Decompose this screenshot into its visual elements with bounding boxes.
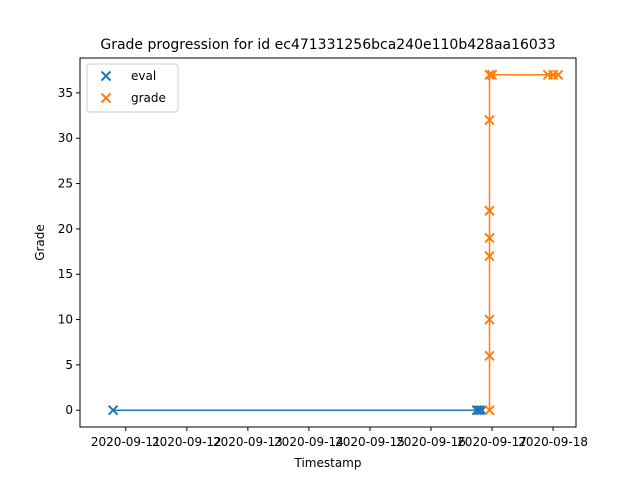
y-axis-label: Grade [33,224,47,261]
y-tick-label: 20 [58,222,73,236]
x-tick-label: 2020-09-18 [518,435,588,449]
legend-label-grade: grade [131,91,166,105]
x-tick-label: 2020-09-12 [152,435,222,449]
point-eval-0 [107,405,119,416]
legend: eval grade [86,63,179,113]
point-grade-7 [484,69,495,80]
x-tick-label: 2020-09-13 [213,435,283,449]
point-grade-3 [484,250,495,262]
x-tick-label: 2020-09-11 [91,435,161,449]
legend-marker-grade [100,92,112,104]
y-tick-label: 10 [58,313,73,327]
point-grade-6 [484,114,495,126]
y-tick-label: 30 [58,131,73,145]
point-grade-8 [486,69,498,80]
point-grade-0 [484,405,495,416]
y-tick-label: 35 [58,86,73,100]
point-grade-4 [484,232,495,244]
chart-title: Grade progression for id ec471331256bca2… [100,37,555,53]
legend-marker-eval [100,70,112,82]
y-axis: 0 5 10 15 20 25 30 35 [58,86,80,417]
x-tick-label: 2020-09-16 [396,435,466,449]
point-eval-2 [474,405,485,416]
point-grade-11 [552,69,564,80]
x-tick-label: 2020-09-14 [274,435,344,449]
y-tick-label: 5 [65,358,73,372]
x-tick-label: 2020-09-17 [457,435,527,449]
x-axis-label: Timestamp [294,456,362,470]
point-grade-5 [484,205,495,216]
x-tick-label: 2020-09-15 [335,435,405,449]
point-eval-3 [476,405,488,416]
x-axis: 2020-09-112020-09-122020-09-132020-09-14… [91,427,588,449]
plot-frame [79,57,577,428]
plot-marks [107,69,564,416]
y-tick-label: 15 [58,267,73,281]
point-grade-1 [484,350,495,362]
legend-label-eval: eval [131,69,156,83]
legend-frame [86,63,179,113]
point-grade-2 [484,314,495,325]
y-tick-label: 25 [58,177,73,191]
y-tick-label: 0 [65,403,73,417]
